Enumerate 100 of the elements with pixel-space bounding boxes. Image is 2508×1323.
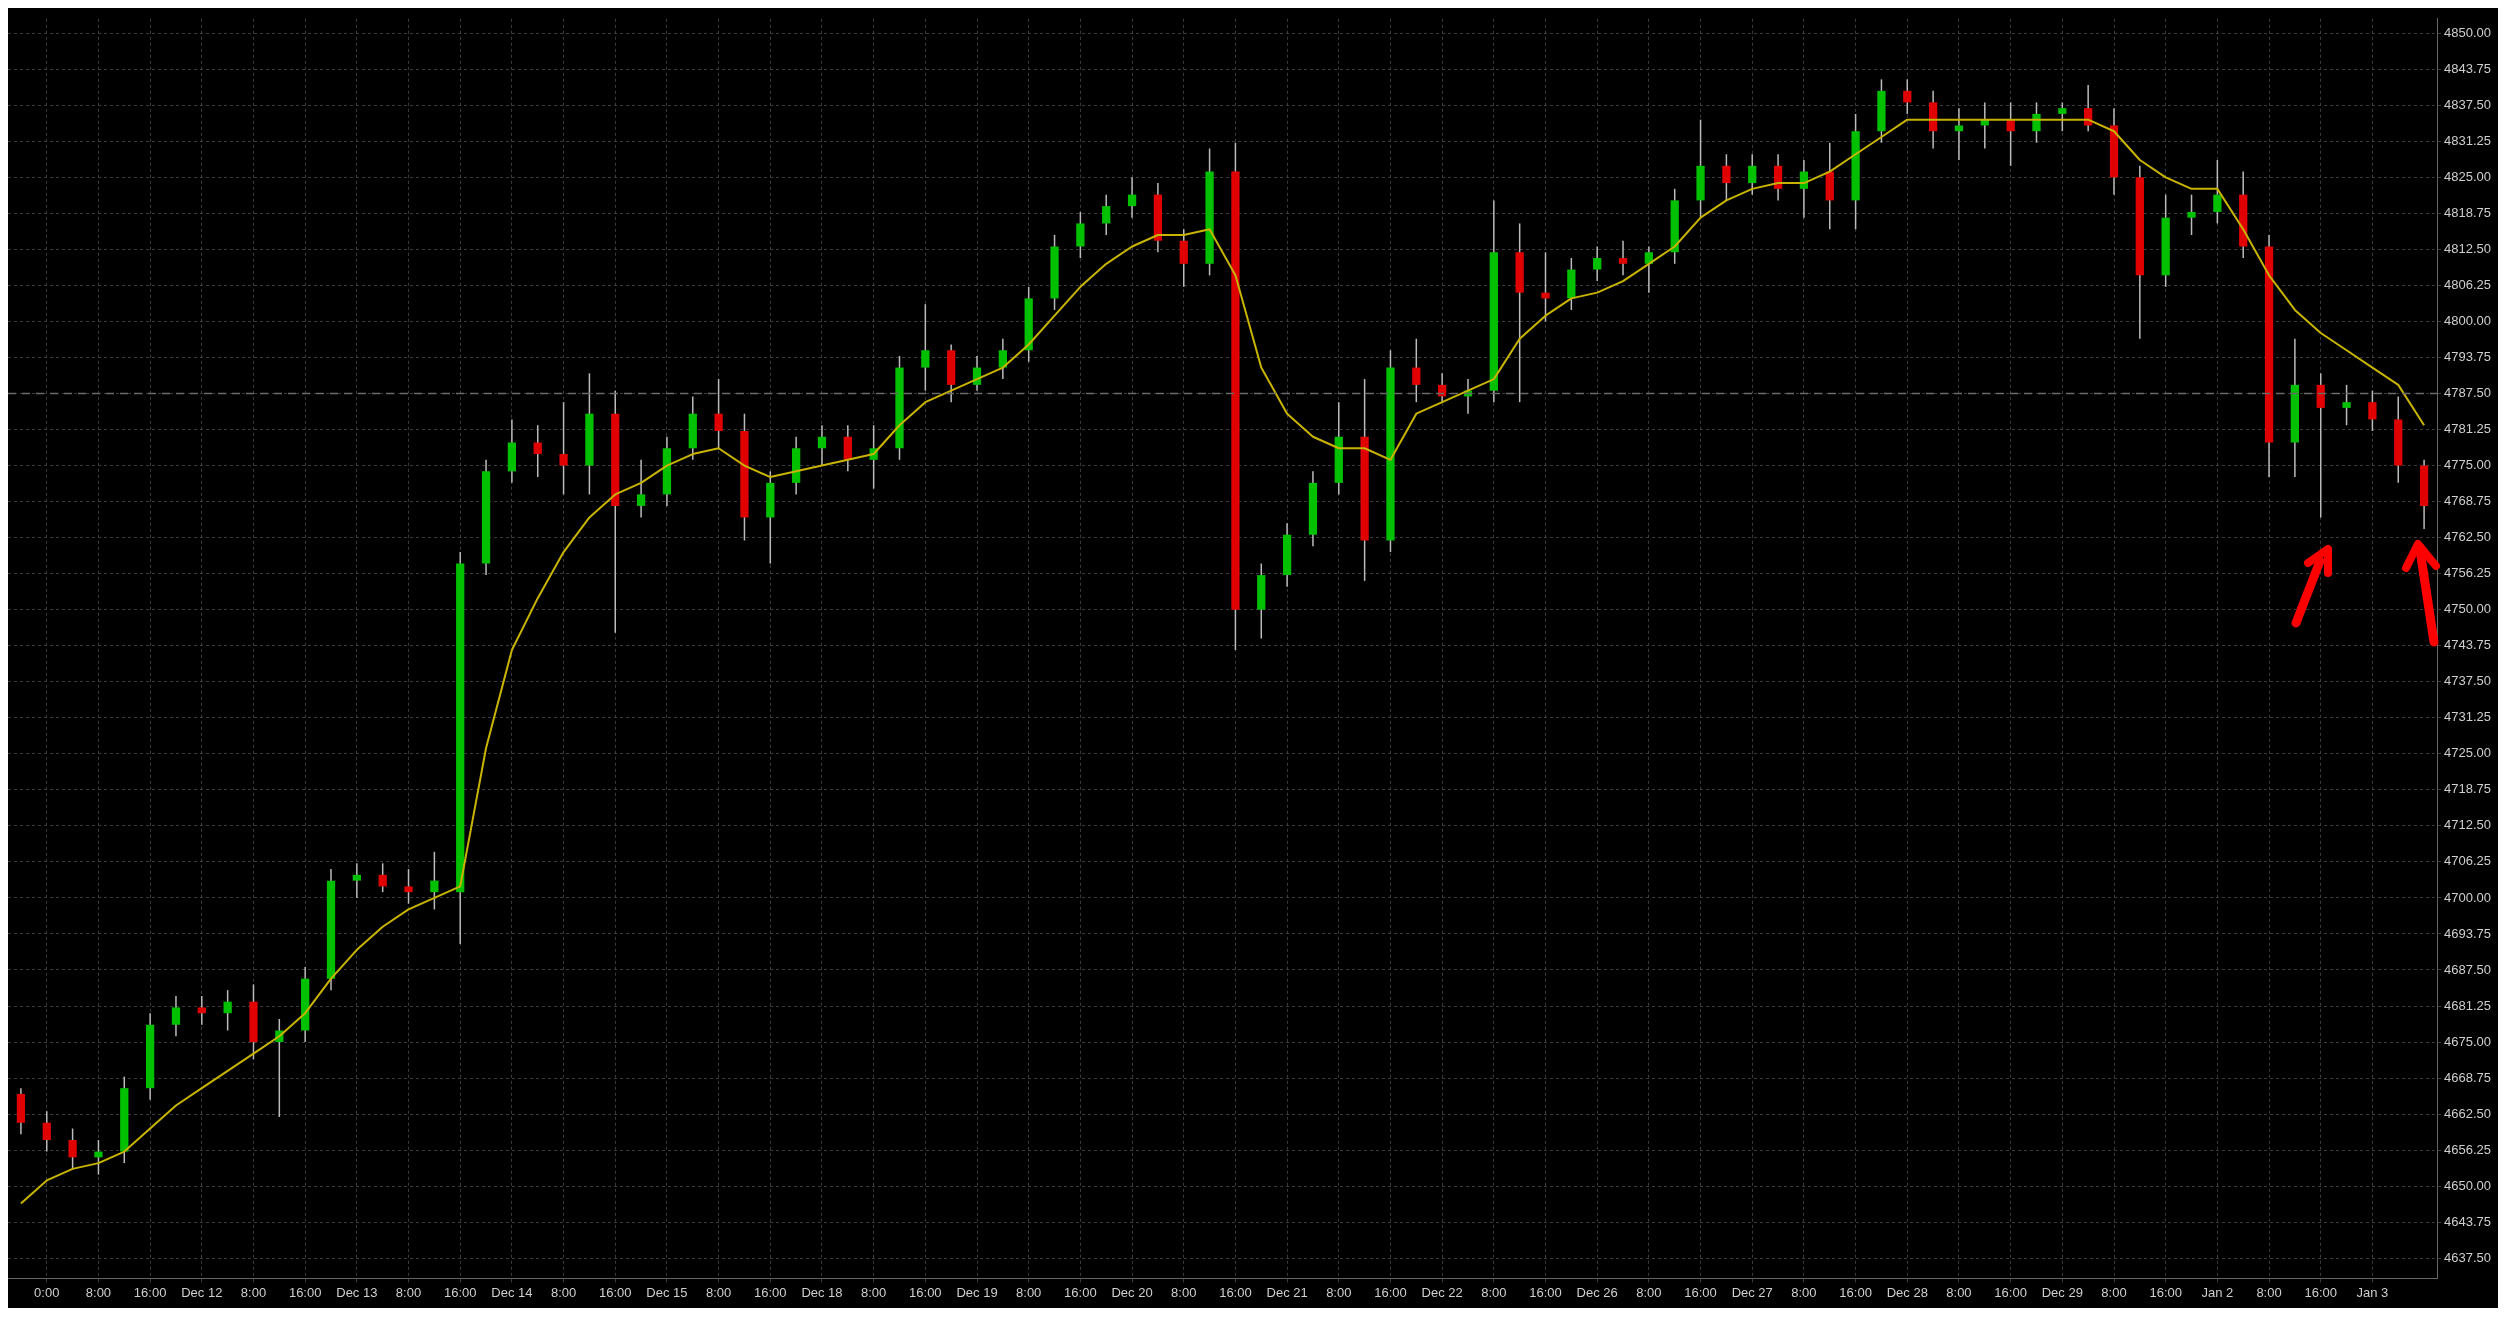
y-tick-label: 4712.50	[2444, 817, 2492, 833]
x-tick-label: Dec 29	[2041, 1284, 2083, 1300]
y-tick-label: 4800.00	[2444, 313, 2492, 329]
y-tick-label: 4718.75	[2444, 781, 2492, 797]
x-tick-label: Jan 2	[2201, 1284, 2234, 1300]
x-tick-label: Dec 26	[1576, 1284, 1618, 1300]
x-tick-label: 16:00	[1219, 1284, 1252, 1300]
candlestick	[1618, 239, 1628, 277]
x-tick-label: Dec 19	[956, 1284, 998, 1300]
y-tick-label: 4681.25	[2444, 997, 2492, 1013]
y-tick-label: 4725.00	[2444, 745, 2492, 761]
y-tick-label: 4737.50	[2444, 673, 2492, 689]
x-tick-label: 8:00	[85, 1284, 112, 1300]
x-tick-label: 8:00	[1946, 1284, 1972, 1300]
y-tick-label: 4775.00	[2444, 457, 2492, 473]
x-tick-label: 8:00	[240, 1284, 267, 1300]
y-tick-label: 4637.50	[2444, 1249, 2492, 1265]
y-tick-label: 4756.25	[2444, 565, 2492, 581]
y-tick-label: 4650.00	[2444, 1177, 2492, 1193]
candlestick	[1102, 193, 1111, 236]
candlestick	[843, 424, 852, 473]
x-tick-label: 16:00	[2304, 1284, 2337, 1300]
y-tick-label: 4743.75	[2444, 637, 2492, 653]
candlestick	[2032, 101, 2041, 144]
y-tick-label: 4831.25	[2444, 132, 2492, 148]
x-tick-label: 8:00	[705, 1284, 732, 1300]
y-tick-label: 4781.25	[2444, 421, 2492, 437]
y-tick-label: 4825.00	[2444, 168, 2492, 184]
y-tick-label: 4662.50	[2444, 1105, 2492, 1121]
candlestick	[2368, 389, 2377, 432]
candlestick	[921, 303, 930, 392]
candlestick	[42, 1110, 51, 1153]
y-tick-label: 4837.50	[2444, 96, 2492, 112]
candlestick	[1722, 153, 1731, 202]
x-tick-label: Dec 22	[1421, 1284, 1463, 1300]
x-tick-label: Dec 15	[646, 1284, 688, 1300]
y-tick-label: 4787.50	[2444, 385, 2492, 401]
candlestick	[378, 862, 387, 893]
y-tick-label: 4843.75	[2444, 60, 2492, 76]
x-tick-label: Jan 3	[2356, 1284, 2389, 1300]
x-tick-label: 16:00	[1529, 1284, 1562, 1300]
x-tick-label: 0:00	[34, 1284, 60, 1300]
candlestick	[1127, 176, 1137, 219]
y-tick-label: 4643.75	[2444, 1213, 2492, 1229]
x-tick-label: Dec 28	[1886, 1284, 1928, 1300]
candlestick	[2342, 384, 2351, 426]
x-tick-label: 8:00	[2101, 1284, 2127, 1300]
x-tick-label: Dec 20	[1111, 1284, 1153, 1300]
y-tick-label: 4700.00	[2444, 889, 2492, 905]
y-tick-label: 4793.75	[2444, 349, 2492, 365]
candlestick	[94, 1139, 103, 1176]
x-tick-label: 16:00	[2149, 1284, 2182, 1300]
x-tick-label: 16:00	[1994, 1284, 2027, 1300]
y-tick-label: 4812.50	[2444, 240, 2492, 256]
candlestick	[430, 851, 439, 911]
candlestick	[1748, 153, 1757, 196]
x-tick-label: 16:00	[909, 1284, 942, 1300]
y-tick-label: 4693.75	[2444, 925, 2492, 941]
x-tick-label: 16:00	[288, 1284, 322, 1300]
y-tick-label: 4768.75	[2444, 493, 2492, 509]
candlestick	[1903, 78, 1912, 115]
y-tick-label: 4750.00	[2444, 601, 2492, 617]
x-tick-label: 8:00	[1481, 1284, 1507, 1300]
x-tick-label: 16:00	[1064, 1284, 1097, 1300]
x-tick-label: Dec 12	[181, 1284, 223, 1300]
candlestick	[404, 868, 413, 905]
x-tick-label: 16:00	[1684, 1284, 1717, 1300]
candlestick	[2316, 372, 2325, 519]
x-tick-label: 8:00	[1791, 1284, 1817, 1300]
y-tick-label: 4687.50	[2444, 961, 2492, 977]
candlestick	[817, 424, 827, 467]
candlestick	[533, 424, 542, 478]
y-tick-label: 4850.00	[2444, 24, 2492, 40]
x-tick-label: Dec 27	[1731, 1284, 1773, 1300]
x-tick-label: 16:00	[754, 1284, 787, 1300]
candlestick	[1179, 228, 1188, 288]
candlestick	[998, 337, 1007, 380]
x-tick-label: 8:00	[1171, 1284, 1197, 1300]
x-tick-label: 16:00	[443, 1284, 477, 1300]
x-tick-label: Dec 14	[491, 1284, 533, 1300]
candlestick	[2058, 101, 2067, 132]
y-tick-label: 4731.25	[2444, 709, 2492, 725]
y-tick-label: 4818.75	[2444, 204, 2492, 220]
x-tick-label: 16:00	[1374, 1284, 1407, 1300]
x-tick-label: Dec 18	[801, 1284, 843, 1300]
candlestick	[2213, 159, 2222, 225]
x-tick-label: 16:00	[1839, 1284, 1872, 1300]
y-tick-label: 4668.75	[2444, 1069, 2492, 1085]
candlestick	[68, 1127, 77, 1170]
y-tick-label: 4675.00	[2444, 1033, 2492, 1049]
x-tick-label: 16:00	[133, 1284, 167, 1300]
candlestick	[559, 401, 568, 496]
candlestick	[171, 995, 181, 1038]
candlestick	[223, 989, 232, 1032]
candlestick	[1412, 337, 1421, 403]
x-tick-label: 8:00	[2256, 1284, 2282, 1300]
x-tick-label: 8:00	[550, 1284, 577, 1300]
y-tick-label: 4656.25	[2444, 1141, 2492, 1157]
x-tick-label: 8:00	[861, 1284, 887, 1300]
candlestick	[1593, 245, 1602, 282]
